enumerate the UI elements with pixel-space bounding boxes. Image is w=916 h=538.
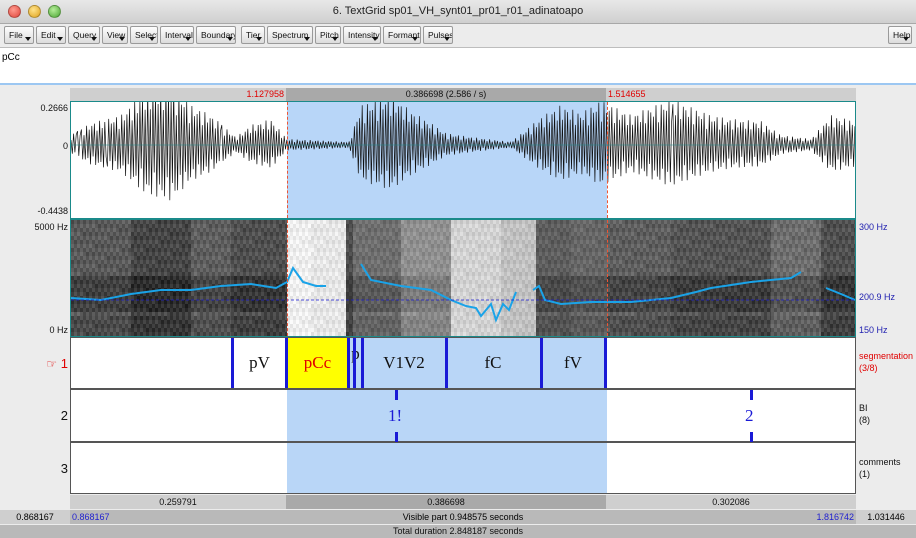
menu-pitch[interactable]: Pitch [315,26,341,44]
interval-fV[interactable]: fV [564,353,582,372]
waveform-panel[interactable] [70,101,856,219]
point-label-2[interactable]: 2 [745,406,754,425]
point-label-1[interactable]: 1! [388,406,403,425]
duration-selection[interactable]: 0.386698 [286,495,606,509]
selection-start-time[interactable]: 1.127958 [70,88,286,101]
boundary[interactable] [604,338,607,388]
total-duration-bar[interactable]: Total duration 2.848187 seconds [0,525,916,538]
waveform-plot [71,102,855,201]
menu-boundary[interactable]: Boundary [196,26,236,44]
menu-pulses[interactable]: Pulses [423,26,453,44]
menu-help[interactable]: Help [888,26,912,44]
tier-comments[interactable] [70,442,856,494]
selection-end-time[interactable]: 1.514655 [606,88,856,101]
spectrogram-max-freq-label: 5000 Hz [34,222,68,232]
point-marker[interactable] [750,390,753,400]
menu-bar: File Edit Query View Select Interval Bou… [0,25,916,45]
menu-select[interactable]: Select [130,26,158,44]
tier2-selection [287,390,607,441]
menu-file[interactable]: File [4,26,34,44]
point-marker[interactable] [395,390,398,400]
interval-fC[interactable]: fC [484,353,502,372]
duration-right[interactable]: 0.302086 [606,495,856,509]
window-start-time[interactable]: 0.868167 [0,510,70,524]
pitch-min-label: 150 Hz [859,325,888,335]
pitch-contour [71,265,326,302]
boundary[interactable] [347,338,350,388]
tier3-number[interactable]: 3 [60,461,68,476]
tier2-number[interactable]: 2 [60,408,68,423]
duration-left[interactable]: 0.259791 [70,495,286,509]
point-marker[interactable] [750,432,753,442]
pitch-max-label: 300 Hz [859,222,888,232]
visible-start-time: 0.868167 [72,512,110,522]
interval-pV[interactable]: pV [249,353,270,372]
tier1-name: segmentation (3/8) [859,351,914,373]
boundary[interactable] [353,338,356,388]
visible-end-time: 1.816742 [816,512,854,522]
tier3-selection [287,443,607,493]
menu-intensity[interactable]: Intensity [343,26,381,44]
menu-formant[interactable]: Formant [383,26,421,44]
spectrogram-selection [287,220,607,336]
title-bar: 6. TextGrid sp01_VH_synt01_pr01_r01_adin… [0,0,916,24]
pointing-hand-icon: ☞ [46,357,58,371]
selection-end-cursor-spec [607,220,608,336]
menu-spectrum[interactable]: Spectrum [267,26,313,44]
waveform-min-label: -0.4438 [37,206,68,216]
zoom-window-button[interactable] [48,5,61,18]
selection-end-cursor [607,102,608,218]
visible-part-label: Visible part 0.948575 seconds [402,512,524,522]
selection-start-cursor [287,102,288,218]
spectrogram-plot [71,220,855,336]
tier-BI[interactable]: 1! 2 [70,389,856,442]
pitch-contour [825,287,855,301]
interval-V1V2[interactable]: V1V2 [383,353,425,372]
boundary[interactable] [285,338,288,388]
tier3-name: comments (1) [859,457,901,479]
boundary[interactable] [231,338,234,388]
interval-pCc[interactable]: pCc [287,338,348,388]
pitch-contour [360,263,517,323]
waveform-trace [71,102,855,201]
pitch-cursor-label: 200.9 Hz [859,292,896,302]
visible-part-bar[interactable]: 0.868167 Visible part 0.948575 seconds 1… [70,510,856,524]
menu-view[interactable]: View [102,26,128,44]
tier-segmentation[interactable]: pV pCc p V1V2 fC fV [70,337,856,389]
selection-duration[interactable]: 0.386698 (2.586 / s) [286,88,606,101]
menu-edit[interactable]: Edit [36,26,66,44]
tier2-name: BI (8) [859,403,870,425]
minimize-window-button[interactable] [28,5,41,18]
boundary[interactable] [445,338,448,388]
close-window-button[interactable] [8,5,21,18]
menu-interval[interactable]: Interval [160,26,194,44]
point-marker[interactable] [395,432,398,442]
boundary[interactable] [540,338,543,388]
waveform-max-label: 0.2666 [40,103,68,113]
spectrogram-panel[interactable] [70,219,856,337]
boundary[interactable] [361,338,364,388]
interval-text-field[interactable]: pCc [0,47,916,85]
window-title: 6. TextGrid sp01_VH_synt01_pr01_r01_adin… [332,5,584,17]
menu-tier[interactable]: Tier [241,26,265,44]
spectrogram-min-freq-label: 0 Hz [49,325,68,335]
menu-query[interactable]: Query [68,26,100,44]
tier1-number[interactable]: ☞ 1 [46,356,68,371]
waveform-zero-label: 0 [62,141,68,151]
selection-start-cursor-spec [287,220,288,336]
window-end-time[interactable]: 1.031446 [856,510,916,524]
